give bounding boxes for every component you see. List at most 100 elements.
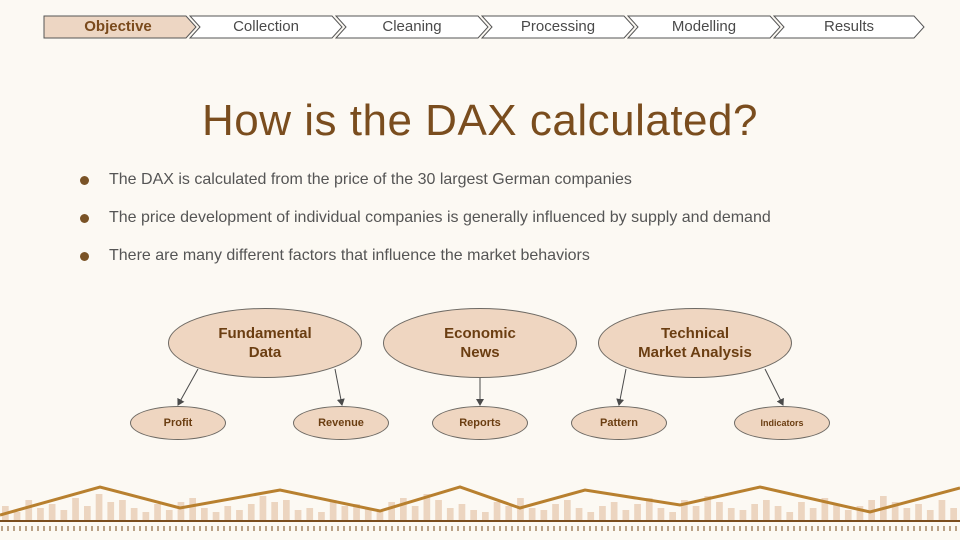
footer-bar — [224, 506, 232, 520]
footer-bar — [669, 512, 676, 520]
footer-bar — [564, 500, 571, 520]
footer-bar — [634, 504, 641, 520]
category-line2: Data — [248, 344, 282, 361]
footer-bar — [130, 508, 138, 520]
arrow-fundamental-revenue — [334, 368, 345, 406]
footer-bar — [926, 510, 934, 520]
footer-bar — [599, 506, 606, 520]
category-fundamental-data: Fundamental Data — [168, 308, 362, 378]
bullet-item: There are many different factors that in… — [78, 245, 771, 283]
footer-bar — [821, 498, 829, 520]
footer-bar — [212, 512, 220, 520]
footer-bar — [329, 500, 337, 520]
footer-bar — [376, 510, 384, 520]
nav-step-collection[interactable]: Collection — [233, 18, 299, 35]
category-label: Technical Market Analysis — [638, 324, 752, 362]
footer-bar — [142, 512, 150, 520]
footer-bar — [306, 508, 314, 520]
item-indicators: Indicators — [734, 406, 830, 440]
footer-bar — [60, 510, 68, 520]
footer-bar — [657, 508, 665, 520]
category-line1: Economic — [444, 325, 516, 342]
footer-bar — [189, 498, 196, 520]
footer-bar — [844, 510, 852, 520]
footer-bar — [763, 500, 770, 520]
footer-bar — [271, 502, 278, 520]
bullet-text: The DAX is calculated from the price of … — [109, 171, 632, 188]
footer-bar — [833, 504, 840, 520]
footer-bar — [891, 502, 899, 520]
footer-bar — [48, 504, 56, 520]
footer-bar — [575, 508, 583, 520]
footer-bar — [341, 506, 349, 520]
nav-chevron-collection[interactable] — [188, 15, 343, 39]
nav-chevron-objective[interactable] — [43, 15, 197, 39]
footer-bar — [119, 500, 126, 520]
nav-chevron-modelling[interactable] — [626, 15, 781, 39]
nav-chevrons — [43, 15, 925, 39]
footer-bar — [552, 504, 559, 520]
footer-bar — [716, 502, 723, 520]
arrow-technical-pattern — [616, 368, 627, 406]
nav-chevron-results[interactable] — [772, 15, 925, 39]
nav-chevron-cleaning[interactable] — [334, 15, 489, 39]
footer-bar — [458, 504, 466, 520]
footer-bar — [950, 508, 957, 520]
footer-bar — [704, 496, 712, 520]
arrow-fundamental-profit — [177, 368, 199, 406]
footer-bar — [915, 504, 922, 520]
nav-step-modelling[interactable]: Modelling — [671, 18, 737, 35]
nav-chevron-processing[interactable] — [480, 15, 635, 39]
footer-decoration — [0, 485, 960, 531]
footer-bar — [786, 512, 794, 520]
footer-bar — [154, 504, 161, 520]
footer-bar — [692, 506, 700, 520]
nav-step-results[interactable]: Results — [823, 18, 875, 35]
item-reports: Reports — [432, 406, 528, 440]
category-line1: Technical — [660, 325, 730, 342]
footer-bar — [727, 508, 735, 520]
footer-bar — [505, 506, 513, 520]
page-title: How is the DAX calculated? — [202, 96, 758, 145]
nav-step-cleaning[interactable]: Cleaning — [382, 18, 442, 35]
footer-ticks — [1, 526, 957, 531]
footer-bar — [681, 500, 688, 520]
footer-bar — [739, 510, 747, 520]
footer-bar — [423, 494, 431, 520]
footer-bar — [259, 496, 267, 520]
category-line1: Fundamental — [218, 325, 312, 342]
footer-bar — [201, 508, 208, 520]
footer-bar — [446, 508, 454, 520]
category-label: Economic News — [444, 324, 516, 362]
bullet-dot-icon — [80, 176, 89, 185]
footer-bar — [528, 508, 536, 520]
footer-bar — [318, 512, 325, 520]
footer-bar — [236, 510, 243, 520]
footer-bar — [938, 500, 946, 520]
nav-step-objective[interactable]: Objective — [84, 18, 152, 35]
nav-step-processing[interactable]: Processing — [520, 18, 596, 35]
footer-bar — [903, 508, 911, 520]
footer-bar — [751, 504, 758, 520]
bullet-dot-icon — [80, 214, 89, 223]
footer-bar — [72, 498, 79, 520]
footer-bar — [540, 510, 548, 520]
footer-bar — [25, 500, 33, 520]
footer-bar — [400, 498, 407, 520]
footer-bar — [435, 500, 442, 520]
footer-trend-line — [0, 485, 960, 517]
footer-bar — [610, 502, 618, 520]
item-revenue: Revenue — [293, 406, 389, 440]
footer-bar — [107, 502, 115, 520]
footer-bar — [493, 502, 501, 520]
footer-bar — [622, 510, 630, 520]
footer-bar — [774, 506, 782, 520]
footer-bar — [13, 512, 21, 520]
category-label: Fundamental Data — [218, 324, 311, 362]
arrow-technical-indicators — [764, 368, 784, 406]
footer-bar — [177, 502, 185, 520]
footer-bar — [283, 500, 290, 520]
category-line2: Market Analysis — [638, 344, 752, 361]
footer-bar — [645, 498, 653, 520]
